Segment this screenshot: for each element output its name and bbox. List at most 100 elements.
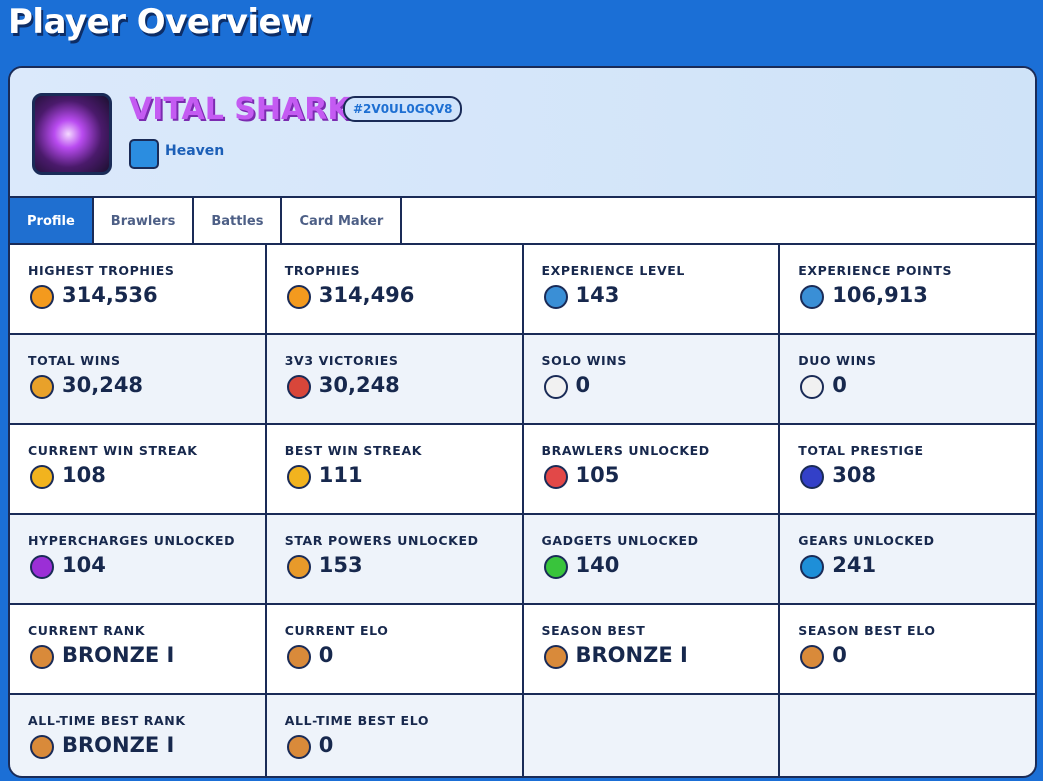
tab[interactable]: Card Maker (282, 198, 403, 245)
player-tag[interactable]: #2V0UL0GQV8 (343, 96, 463, 122)
stat-value: 30,248 (62, 373, 144, 397)
tab[interactable]: Brawlers (93, 198, 195, 245)
stat-cell: CURRENT RANK BRONZE I (10, 605, 265, 693)
stat-value: 308 (832, 463, 877, 487)
stat-value: 314,496 (318, 283, 415, 307)
stat-value: 314,536 (62, 283, 158, 307)
stat-label: DUO WINS (798, 353, 877, 368)
stat-label: EXPERIENCE LEVEL (541, 263, 685, 278)
tab-bar: Profile Brawlers Battles Card Maker (10, 196, 1035, 245)
stat-cell: SOLO WINS 0 (523, 335, 779, 423)
stat-cell: TOTAL PRESTIGE 308 (780, 425, 1035, 513)
stat-cell: ALL-TIME BEST ELO 0 (266, 695, 522, 776)
stat-cell: HYPERCHARGES UNLOCKED 104 (10, 515, 265, 603)
stat-label: TOTAL PRESTIGE (798, 443, 924, 458)
stat-cell: EXPERIENCE LEVEL 143 (523, 245, 779, 333)
stat-icon (800, 375, 825, 399)
empty-cell (523, 695, 779, 776)
stat-value: 143 (575, 283, 620, 307)
stat-icon (30, 645, 54, 669)
page-title: Player Overview (8, 2, 312, 42)
stat-value: BRONZE I (62, 733, 175, 757)
stat-cell: GADGETS UNLOCKED 140 (523, 515, 779, 603)
stat-icon (286, 375, 311, 399)
stat-cell: DUO WINS 0 (780, 335, 1035, 423)
club-name[interactable]: Heaven (165, 143, 225, 159)
stat-label: HYPERCHARGES UNLOCKED (28, 533, 236, 548)
stat-label: GEARS UNLOCKED (798, 533, 935, 548)
stat-cell: STAR POWERS UNLOCKED 153 (266, 515, 522, 603)
tab[interactable]: Battles (194, 198, 283, 245)
stat-cell: HIGHEST TROPHIES 314,536 (10, 245, 265, 333)
stat-icon (543, 375, 568, 399)
stat-value: 106,913 (832, 283, 928, 307)
stat-label: ALL-TIME BEST RANK (28, 713, 186, 728)
stat-cell: SEASON BEST BRONZE I (523, 605, 779, 693)
stat-label: EXPERIENCE POINTS (798, 263, 953, 278)
stat-value: 0 (318, 643, 334, 667)
stat-value: 0 (318, 733, 334, 757)
player-card: VITAL SHARK #2V0UL0GQV8 Heaven Profile Br… (8, 66, 1037, 778)
stat-icon (543, 285, 568, 309)
stat-cell: TOTAL WINS 30,248 (10, 335, 265, 423)
stat-cell: CURRENT ELO 0 (266, 605, 522, 693)
stat-value: 108 (62, 463, 106, 487)
stat-label: SEASON BEST (541, 623, 646, 638)
player-header: VITAL SHARK #2V0UL0GQV8 Heaven (10, 68, 1035, 196)
stat-label: TROPHIES (284, 263, 361, 278)
stat-label: BEST WIN STREAK (284, 443, 423, 458)
stat-icon (30, 555, 54, 579)
stat-label: CURRENT ELO (284, 623, 389, 638)
stat-icon (30, 735, 54, 759)
stat-value: 0 (832, 373, 847, 397)
stat-label: 3V3 VICTORIES (284, 353, 399, 368)
club-icon (129, 139, 159, 169)
stat-icon (543, 645, 568, 669)
empty-cell (780, 695, 1035, 776)
stat-cell: EXPERIENCE POINTS 106,913 (780, 245, 1035, 333)
stat-icon (800, 555, 825, 579)
stats-grid: HIGHEST TROPHIES 314,536 TROPHIES 314,496 EX… (10, 243, 1035, 776)
stat-icon (286, 645, 311, 669)
stat-label: CURRENT RANK (28, 623, 146, 638)
stat-value: 0 (575, 373, 591, 397)
stat-icon (30, 375, 54, 399)
stat-value: 104 (62, 553, 106, 577)
stat-value: 0 (832, 643, 847, 667)
avatar (32, 93, 112, 175)
stat-cell: GEARS UNLOCKED 241 (780, 515, 1035, 603)
stat-value: 153 (318, 553, 363, 577)
stat-cell: CURRENT WIN STREAK 108 (10, 425, 265, 513)
stat-value: 30,248 (318, 373, 400, 397)
stat-icon (30, 285, 54, 309)
stat-icon (543, 555, 568, 579)
stat-value: BRONZE I (62, 643, 175, 667)
stat-icon (800, 465, 825, 489)
stat-label: HIGHEST TROPHIES (28, 263, 175, 278)
stat-cell: BEST WIN STREAK 111 (266, 425, 522, 513)
stat-cell: SEASON BEST ELO 0 (780, 605, 1035, 693)
stat-label: ALL-TIME BEST ELO (284, 713, 430, 728)
tab[interactable]: Profile (10, 198, 94, 245)
stat-icon (800, 645, 825, 669)
stat-icon (286, 465, 311, 489)
stat-icon (543, 465, 568, 489)
stat-label: TOTAL WINS (28, 353, 121, 368)
stat-icon (286, 285, 311, 309)
stat-cell: BRAWLERS UNLOCKED 105 (523, 425, 779, 513)
stat-cell: ALL-TIME BEST RANK BRONZE I (10, 695, 265, 776)
stat-value: 241 (832, 553, 877, 577)
stat-label: GADGETS UNLOCKED (541, 533, 699, 548)
stat-icon (286, 735, 311, 759)
stat-label: SOLO WINS (541, 353, 627, 368)
stat-value: 140 (575, 553, 620, 577)
stat-icon (30, 465, 54, 489)
stat-value: BRONZE I (575, 643, 688, 667)
stat-icon (800, 285, 825, 309)
stat-label: BRAWLERS UNLOCKED (541, 443, 710, 458)
stat-value: 105 (575, 463, 620, 487)
player-name: VITAL SHARK (129, 92, 351, 127)
stat-icon (286, 555, 311, 579)
stat-cell: TROPHIES 314,496 (266, 245, 522, 333)
